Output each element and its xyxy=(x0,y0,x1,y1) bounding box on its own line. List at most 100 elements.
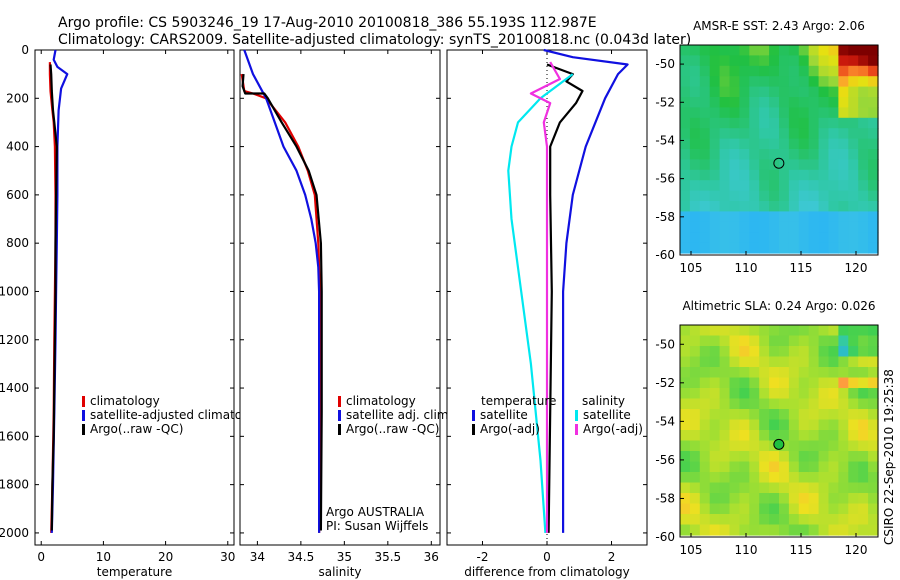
y-tick-label: -58 xyxy=(655,491,675,505)
heatmap-cell xyxy=(828,86,839,98)
y-tick-label: -60 xyxy=(655,248,675,262)
heatmap-cell xyxy=(779,221,790,233)
heatmap-cell xyxy=(788,377,800,389)
heatmap-cell xyxy=(858,335,869,347)
heatmap-cell xyxy=(848,335,859,347)
heatmap-cell xyxy=(699,65,711,77)
heatmap-cell xyxy=(680,440,691,452)
heatmap-cell xyxy=(769,377,780,389)
heatmap-cell xyxy=(848,149,859,160)
heatmap-cell xyxy=(779,107,790,119)
heatmap-cell xyxy=(759,201,770,212)
header-line1: Argo profile: CS 5903246_19 17-Aug-2010 … xyxy=(58,15,597,31)
heatmap-cell xyxy=(729,76,740,88)
heatmap-cell xyxy=(729,430,740,442)
heatmap-cell xyxy=(759,242,770,254)
heatmap-cell xyxy=(759,346,770,358)
heatmap-cell xyxy=(868,149,879,160)
heatmap-cell xyxy=(689,180,701,192)
heatmap-cell xyxy=(788,242,800,254)
heatmap-cell xyxy=(739,451,750,463)
heatmap-cell xyxy=(828,169,839,181)
heatmap-cell xyxy=(828,430,839,442)
heatmap-cell xyxy=(719,430,731,442)
heatmap-cell xyxy=(838,482,849,494)
heatmap-cell xyxy=(798,419,810,431)
x-tick-label: -2 xyxy=(476,550,488,564)
heatmap-cell xyxy=(680,55,691,67)
heatmap-cell xyxy=(689,190,701,202)
heatmap-cell xyxy=(798,398,810,410)
heatmap-cell xyxy=(808,377,820,389)
heatmap-cell xyxy=(739,335,750,347)
heatmap-cell xyxy=(798,117,810,129)
heatmap-cell xyxy=(749,45,760,56)
heatmap-cell xyxy=(808,388,820,400)
heatmap-cell xyxy=(769,45,780,56)
heatmap-cell xyxy=(759,107,770,119)
heatmap-cell xyxy=(828,201,839,212)
x-tick-label: 2 xyxy=(608,550,616,564)
heatmap-cell xyxy=(680,419,691,431)
heatmap-cell xyxy=(788,325,800,337)
legend-label: climatology xyxy=(346,394,416,408)
heatmap-cell xyxy=(719,335,731,347)
heatmap-cell xyxy=(709,107,721,119)
heatmap-cell xyxy=(729,367,740,379)
heatmap-cell xyxy=(749,419,760,431)
heatmap-cell xyxy=(828,128,839,140)
y-tick-label: 1200 xyxy=(0,333,29,347)
heatmap-cell xyxy=(868,388,879,400)
legend-label: satellite adj. clim. xyxy=(346,408,452,422)
heatmap-cell xyxy=(848,107,859,119)
heatmap-cell xyxy=(689,221,701,233)
heatmap-cell xyxy=(759,493,770,505)
heatmap-cell xyxy=(699,472,711,484)
heatmap-cell xyxy=(798,159,810,171)
heatmap-cell xyxy=(868,86,879,98)
heatmap-cell xyxy=(848,482,859,494)
heatmap-cell xyxy=(769,149,780,160)
heatmap-cell xyxy=(719,107,731,119)
heatmap-cell xyxy=(719,221,731,233)
heatmap-cell xyxy=(709,440,721,452)
heatmap-cell xyxy=(828,221,839,233)
heatmap-cell xyxy=(779,55,790,67)
series-line-3 xyxy=(241,74,323,531)
legend-swatch xyxy=(575,424,578,435)
heatmap-cell xyxy=(680,221,691,233)
heatmap-cell xyxy=(868,335,879,347)
heatmap-cell xyxy=(788,221,800,233)
heatmap-cell xyxy=(689,440,701,452)
heatmap-cell xyxy=(729,190,740,202)
heatmap-cell xyxy=(779,128,790,140)
heatmap-cell xyxy=(759,367,770,379)
heatmap-cell xyxy=(838,514,849,526)
heatmap-cell xyxy=(858,503,869,515)
heatmap-cell xyxy=(848,45,859,56)
heatmap-cell xyxy=(858,388,869,400)
heatmap-cell xyxy=(779,514,790,526)
heatmap-cell xyxy=(699,377,711,389)
heatmap-cell xyxy=(729,377,740,389)
y-tick-label: -52 xyxy=(655,376,675,390)
heatmap-cell xyxy=(729,55,740,67)
heatmap-cell xyxy=(779,388,790,400)
heatmap-cell xyxy=(680,138,691,150)
legend-label: Argo(-adj) xyxy=(583,422,643,436)
heatmap-cell xyxy=(808,180,820,192)
heatmap-cell xyxy=(749,388,760,400)
heatmap-cell xyxy=(699,524,711,536)
y-tick-label: -56 xyxy=(655,172,675,186)
heatmap-cell xyxy=(709,149,721,160)
heatmap-cell xyxy=(699,232,711,244)
heatmap-cell xyxy=(739,211,750,223)
heatmap-cell xyxy=(699,201,711,212)
heatmap-cell xyxy=(749,367,760,379)
heatmap-cell xyxy=(739,388,750,400)
heatmap-cell xyxy=(729,128,740,140)
heatmap-cell xyxy=(739,45,750,56)
heatmap-cell xyxy=(848,169,859,181)
heatmap-cell xyxy=(808,430,820,442)
